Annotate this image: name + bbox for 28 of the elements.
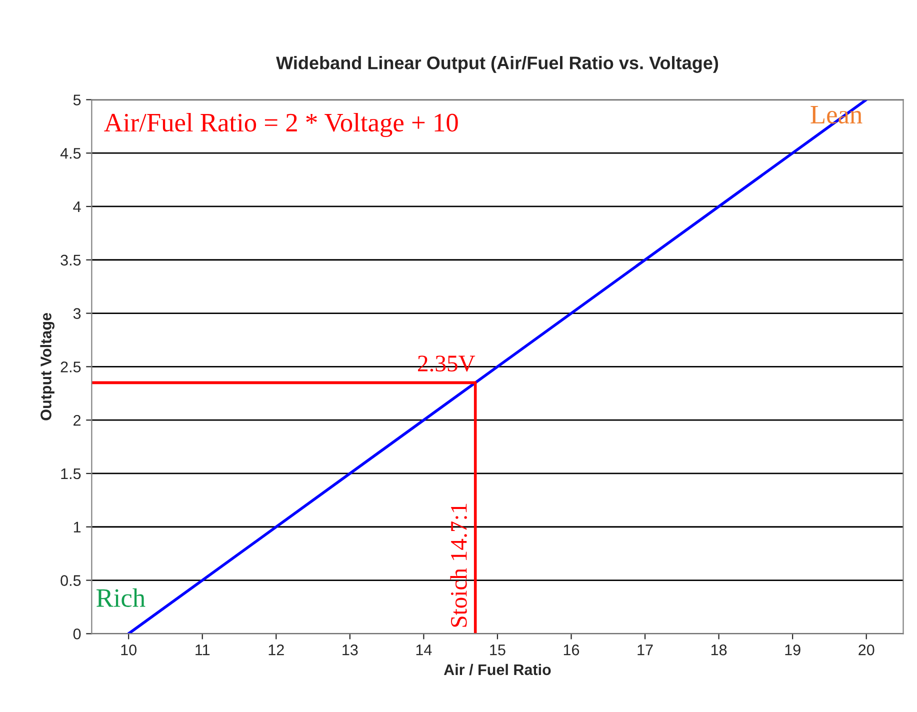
ref-line-label: Stoich 14.7:1 [450,504,467,627]
y-tick-label: 4.5 [60,148,81,159]
x-tick-label: 19 [785,644,800,656]
x-tick-label: 16 [564,644,580,656]
y-tick-label: 1.5 [61,468,81,480]
x-tick-label: 15 [490,644,506,656]
y-tick-label: 3 [73,308,81,319]
x-tick-label: 20 [858,644,874,656]
y-tick-label: 5 [73,94,81,106]
y-tick-label: 2.5 [60,362,81,372]
x-tick-label: 14 [416,644,432,656]
x-axis-title: Air / Fuel Ratio [444,664,551,676]
annotation: Air/Fuel Ratio = 2 * Voltage + 10 [104,113,458,138]
y-tick-label: 3.5 [60,254,81,266]
chart-title: Wideband Linear Output (Air/Fuel Ratio vs. Voltage) [276,56,718,73]
y-tick-label: 2 [74,414,81,426]
y-axis-title: Output Voltage [40,313,54,420]
x-tick-label: 10 [121,644,136,656]
y-tick-label: 0 [73,628,81,640]
x-tick-label: 17 [638,644,653,656]
annotation: Rich [96,588,146,607]
y-tick-label: 0.5 [60,575,81,586]
y-tick-label: 1 [74,522,81,532]
x-tick-label: 11 [196,644,210,656]
y-tick-label: 4 [73,202,81,212]
x-tick-label: 12 [268,644,284,656]
x-tick-label: 13 [342,644,358,656]
x-tick-label: 18 [711,644,727,656]
